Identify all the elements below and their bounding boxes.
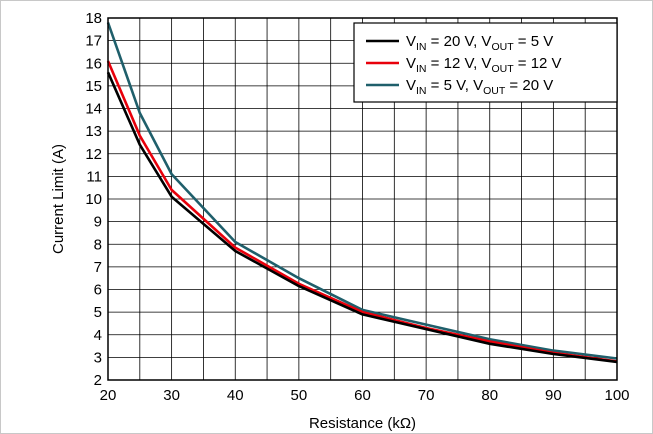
plot-lines xyxy=(106,22,618,364)
y-tick-label: 8 xyxy=(94,236,102,253)
x-tick-label: 30 xyxy=(163,387,180,404)
legend-label: VIN = 5 V, VOUT = 20 V xyxy=(406,77,553,97)
x-tick-label: 100 xyxy=(604,387,629,404)
y-tick-label: 12 xyxy=(85,146,102,163)
y-tick-label: 16 xyxy=(85,55,102,72)
plot-border xyxy=(107,17,618,381)
y-tick-label: 3 xyxy=(94,349,102,366)
x-tick-label: 90 xyxy=(545,387,562,404)
series-line-2 xyxy=(106,60,618,363)
x-tick-label: 50 xyxy=(291,387,308,404)
x-tick-label: 70 xyxy=(418,387,435,404)
y-tick-label: 11 xyxy=(86,168,102,185)
x-axis-title: Resistance (kΩ) xyxy=(309,415,416,432)
y-tick-label: 17 xyxy=(85,33,102,50)
y-tick-label: 7 xyxy=(94,259,102,276)
y-tick-label: 2 xyxy=(94,372,102,389)
y-tick-label: 18 xyxy=(85,10,102,27)
y-tick-label: 15 xyxy=(85,78,102,95)
series-line-1 xyxy=(106,71,618,364)
series-line-3 xyxy=(106,22,618,360)
legend-label: VIN = 12 V, VOUT = 12 V xyxy=(406,55,562,75)
legend-label: VIN = 20 V, VOUT = 5 V xyxy=(406,33,553,53)
y-tick-label: 14 xyxy=(85,101,102,118)
y-tick-label: 9 xyxy=(94,214,102,231)
y-axis-title: Current Limit (A) xyxy=(50,144,67,254)
x-tick-label: 20 xyxy=(100,387,117,404)
y-axis-ticks: 2 3 4 5 6 7 8 9 10 11 12 13 14 15 16 17 18 xyxy=(85,10,102,389)
y-tick-label: 6 xyxy=(94,282,102,299)
y-tick-label: 4 xyxy=(94,327,102,344)
x-tick-label: 80 xyxy=(481,387,498,404)
x-tick-label: 40 xyxy=(227,387,244,404)
y-tick-label: 5 xyxy=(94,304,102,321)
y-tick-label: 10 xyxy=(85,191,102,208)
x-tick-label: 60 xyxy=(354,387,371,404)
x-axis-ticks: 20 30 40 50 60 70 80 90 100 xyxy=(100,387,630,404)
y-tick-label: 13 xyxy=(85,123,102,140)
